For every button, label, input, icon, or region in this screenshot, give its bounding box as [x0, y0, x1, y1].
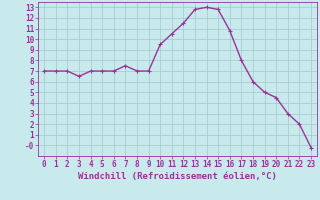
X-axis label: Windchill (Refroidissement éolien,°C): Windchill (Refroidissement éolien,°C): [78, 172, 277, 181]
